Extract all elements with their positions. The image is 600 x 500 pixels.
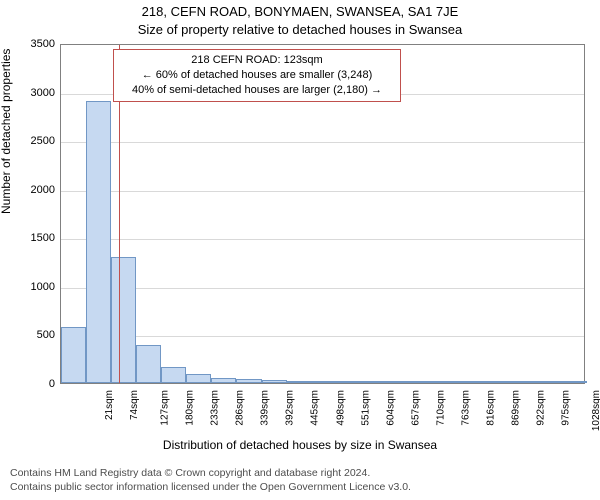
x-tick-label: 286sqm <box>235 390 246 426</box>
y-tick-label: 1000 <box>5 281 55 293</box>
histogram-bar <box>462 381 487 383</box>
x-tick-label: 710sqm <box>435 390 446 426</box>
chart-title-sub: Size of property relative to detached ho… <box>0 22 600 37</box>
histogram-bar <box>562 381 587 383</box>
histogram-bar <box>387 381 412 383</box>
histogram-bar <box>312 381 337 383</box>
gridline-h <box>61 288 584 289</box>
histogram-bar <box>236 379 261 383</box>
histogram-bar <box>537 381 562 383</box>
footer-line-2: Contains public sector information licen… <box>10 480 411 494</box>
annotation-line-2: ← 60% of detached houses are smaller (3,… <box>120 68 394 83</box>
histogram-bar <box>61 327 86 383</box>
x-tick-label: 339sqm <box>260 390 271 426</box>
chart-container: 218, CEFN ROAD, BONYMAEN, SWANSEA, SA1 7… <box>0 0 600 500</box>
x-tick-label: 127sqm <box>160 390 171 426</box>
histogram-bar <box>412 381 437 383</box>
y-tick-label: 2500 <box>5 135 55 147</box>
x-tick-label: 74sqm <box>129 390 140 420</box>
x-tick-label: 1028sqm <box>591 390 600 431</box>
histogram-bar <box>262 380 287 383</box>
x-tick-label: 445sqm <box>310 390 321 426</box>
x-tick-label: 551sqm <box>360 390 371 426</box>
histogram-bar <box>437 381 462 383</box>
x-tick-label: 763sqm <box>460 390 471 426</box>
annotation-box: 218 CEFN ROAD: 123sqm← 60% of detached h… <box>113 49 401 102</box>
y-tick-label: 500 <box>5 329 55 341</box>
x-tick-label: 922sqm <box>536 390 547 426</box>
histogram-bar <box>487 381 512 383</box>
histogram-bar <box>211 378 236 383</box>
y-tick-label: 1500 <box>5 232 55 244</box>
annotation-line-1: 218 CEFN ROAD: 123sqm <box>120 53 394 68</box>
y-tick-label: 3500 <box>5 38 55 50</box>
x-tick-label: 816sqm <box>486 390 497 426</box>
x-tick-label: 498sqm <box>335 390 346 426</box>
histogram-bar <box>362 381 387 383</box>
histogram-bar <box>287 381 312 383</box>
y-tick-label: 3000 <box>5 87 55 99</box>
plot-area: 218 CEFN ROAD: 123sqm← 60% of detached h… <box>60 44 585 384</box>
histogram-bar <box>161 367 186 384</box>
histogram-bar <box>136 345 161 383</box>
x-tick-label: 657sqm <box>410 390 421 426</box>
footer-line-1: Contains HM Land Registry data © Crown c… <box>10 466 411 480</box>
x-tick-label: 392sqm <box>285 390 296 426</box>
x-axis-label: Distribution of detached houses by size … <box>0 438 600 452</box>
x-tick-label: 604sqm <box>385 390 396 426</box>
histogram-bar <box>186 374 211 383</box>
histogram-bar <box>337 381 362 383</box>
histogram-bar <box>512 381 537 383</box>
chart-title-main: 218, CEFN ROAD, BONYMAEN, SWANSEA, SA1 7… <box>0 4 600 19</box>
y-tick-label: 2000 <box>5 184 55 196</box>
gridline-h <box>61 142 584 143</box>
x-tick-label: 975sqm <box>561 390 572 426</box>
x-tick-label: 233sqm <box>210 390 221 426</box>
x-tick-label: 21sqm <box>104 390 115 420</box>
histogram-bar <box>86 101 111 383</box>
x-tick-label: 180sqm <box>185 390 196 426</box>
gridline-h <box>61 239 584 240</box>
gridline-h <box>61 191 584 192</box>
y-tick-label: 0 <box>5 378 55 390</box>
histogram-bar <box>111 257 136 383</box>
footer-attribution: Contains HM Land Registry data © Crown c… <box>10 466 411 494</box>
x-tick-label: 869sqm <box>511 390 522 426</box>
annotation-line-3: 40% of semi-detached houses are larger (… <box>120 83 394 98</box>
gridline-h <box>61 336 584 337</box>
